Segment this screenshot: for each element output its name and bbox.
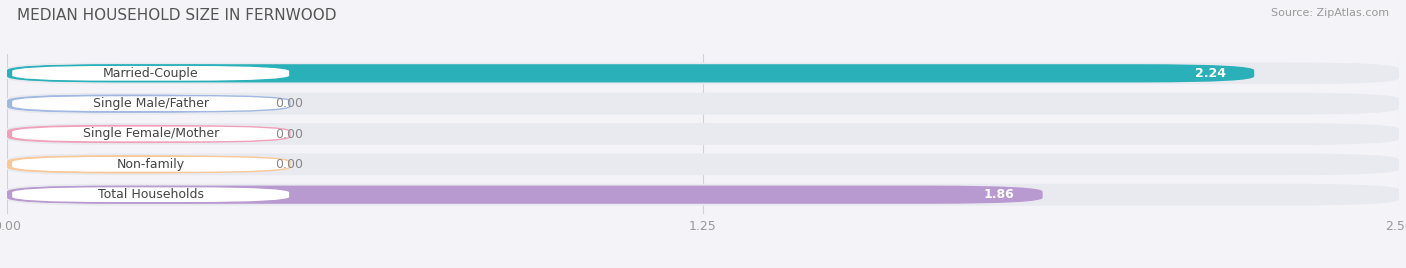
FancyBboxPatch shape: [7, 64, 1254, 83]
FancyBboxPatch shape: [7, 184, 1399, 206]
Text: 0.00: 0.00: [276, 158, 304, 171]
FancyBboxPatch shape: [7, 95, 253, 113]
FancyBboxPatch shape: [7, 155, 253, 173]
FancyBboxPatch shape: [11, 96, 290, 112]
Text: Source: ZipAtlas.com: Source: ZipAtlas.com: [1271, 8, 1389, 18]
Text: Single Female/Mother: Single Female/Mother: [83, 128, 219, 140]
Text: Married-Couple: Married-Couple: [103, 67, 198, 80]
FancyBboxPatch shape: [11, 156, 290, 172]
Text: Total Households: Total Households: [97, 188, 204, 201]
Text: 0.00: 0.00: [276, 97, 304, 110]
FancyBboxPatch shape: [7, 62, 1399, 84]
FancyBboxPatch shape: [11, 126, 290, 142]
FancyBboxPatch shape: [11, 65, 290, 81]
FancyBboxPatch shape: [7, 125, 253, 143]
Text: 0.00: 0.00: [276, 128, 304, 140]
Text: 2.24: 2.24: [1195, 67, 1226, 80]
FancyBboxPatch shape: [7, 153, 1399, 175]
FancyBboxPatch shape: [7, 93, 1399, 115]
Text: MEDIAN HOUSEHOLD SIZE IN FERNWOOD: MEDIAN HOUSEHOLD SIZE IN FERNWOOD: [17, 8, 336, 23]
Text: 1.86: 1.86: [984, 188, 1015, 201]
Text: Single Male/Father: Single Male/Father: [93, 97, 208, 110]
FancyBboxPatch shape: [7, 123, 1399, 145]
Text: Non-family: Non-family: [117, 158, 184, 171]
FancyBboxPatch shape: [11, 187, 290, 203]
FancyBboxPatch shape: [7, 185, 1043, 204]
